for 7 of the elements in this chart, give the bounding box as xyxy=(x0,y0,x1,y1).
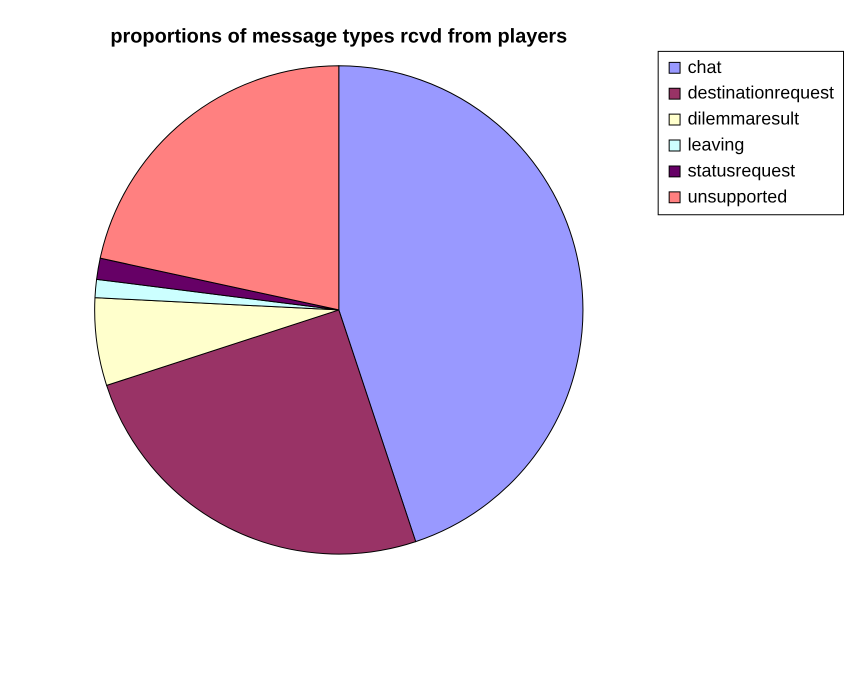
legend-label: destinationrequest xyxy=(688,82,834,103)
legend-label: leaving xyxy=(688,134,744,154)
legend-label: chat xyxy=(688,56,722,77)
legend-label: dilemmaresult xyxy=(688,108,800,129)
chart-title: proportions of message types rcvd from players xyxy=(110,25,568,48)
legend-label: unsupported xyxy=(688,186,788,206)
legend-label: statusrequest xyxy=(688,160,796,180)
